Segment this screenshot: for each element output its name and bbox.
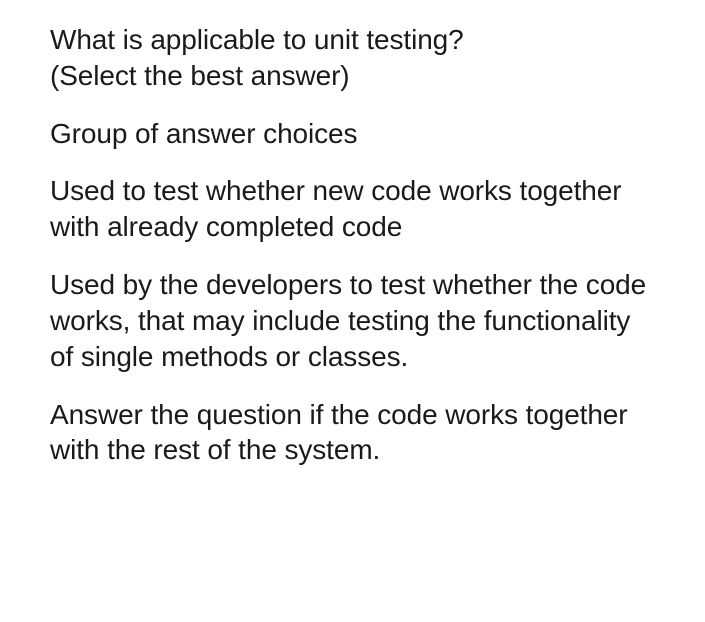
answer-choice[interactable]: Answer the question if the code works to… <box>50 397 655 469</box>
prompt-line-1: What is applicable to unit testing? <box>50 24 464 55</box>
question-container: What is applicable to unit testing? (Sel… <box>0 0 705 490</box>
answer-choice[interactable]: Used to test whether new code works toge… <box>50 173 655 245</box>
prompt-line-2: (Select the best answer) <box>50 60 350 91</box>
question-prompt: What is applicable to unit testing? (Sel… <box>50 22 655 94</box>
answer-choice[interactable]: Used by the developers to test whether t… <box>50 267 655 374</box>
group-label: Group of answer choices <box>50 116 655 152</box>
